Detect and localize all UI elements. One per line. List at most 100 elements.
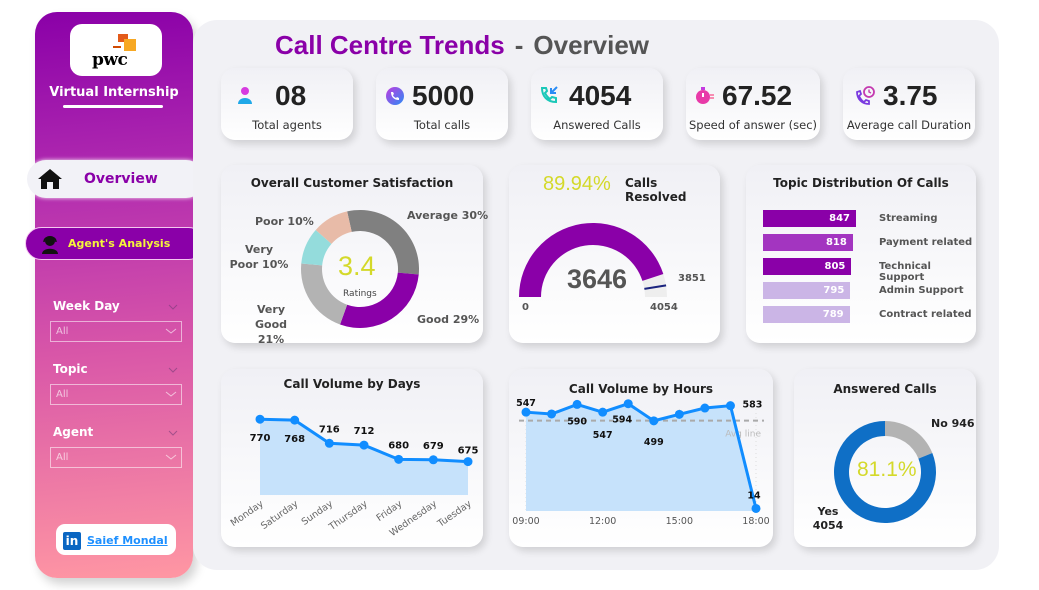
slice-label-very-good: Very Good 21% <box>254 303 288 346</box>
agent-dropdown-value: All <box>56 452 69 463</box>
topic-bar-label: Streaming <box>879 213 938 224</box>
nav-overview-button[interactable]: Overview <box>27 160 205 198</box>
hours-point[interactable] <box>649 416 659 426</box>
kpi-average-call-duration: 3.75 Average call Duration <box>843 68 975 140</box>
days-point[interactable] <box>290 415 300 425</box>
logo-mark <box>118 34 128 42</box>
topic-bar[interactable]: 847 <box>763 210 856 227</box>
kpi-label: Speed of answer (sec) <box>689 118 817 132</box>
agent-dropdown[interactable]: All <box>50 447 182 468</box>
topic-bar-label: Contract related <box>879 309 972 320</box>
phone-call-icon <box>386 87 404 105</box>
slice-label-good: Good 29% <box>417 313 480 326</box>
sidebar: pwc Virtual Internship <box>35 12 193 578</box>
satisfaction-donut <box>301 210 419 328</box>
hours-data-label: 583 <box>743 400 763 411</box>
nav-agents-analysis-button[interactable]: Agent's Analysis <box>25 227 205 260</box>
days-point[interactable] <box>428 455 438 465</box>
linkedin-link[interactable]: in Saief Mondal <box>56 524 176 555</box>
gauge-fill[interactable] <box>519 223 664 297</box>
kpi-label: Total agents <box>252 118 322 132</box>
slice-label-very-poor: Very Poor 10% <box>229 243 289 271</box>
topic-bar[interactable]: 789 <box>763 306 850 323</box>
days-x-tick: Thursday <box>326 498 370 533</box>
program-title: Virtual Internship <box>49 85 179 100</box>
hours-x-tick: 09:00 <box>512 516 539 527</box>
hours-data-label: 547 <box>516 398 536 409</box>
days-point[interactable] <box>359 440 369 450</box>
topic-bar-value: 795 <box>823 285 845 296</box>
kpi-value: 5000 <box>412 80 475 111</box>
topic-bar[interactable]: 795 <box>763 282 851 299</box>
hours-area-chart: Avg line 547 590 547 594 499 583 14 09:00 12:00 15… <box>512 398 769 527</box>
weekday-dropdown[interactable]: All <box>50 321 182 342</box>
filter-topic-label: Topic <box>53 362 88 376</box>
topic-bar-label: Admin Support <box>879 285 964 296</box>
topic-bar[interactable]: 805 <box>763 258 852 275</box>
hours-x-tick: 18:00 <box>742 516 769 527</box>
author-name[interactable]: Saief Mondal <box>87 534 168 547</box>
incoming-call-icon <box>540 86 558 104</box>
answered-no-label: No 946 <box>931 417 975 430</box>
days-data-label: 679 <box>423 441 444 452</box>
nav-overview-label: Overview <box>84 171 158 187</box>
slice-poor[interactable] <box>315 211 352 244</box>
hours-point[interactable] <box>751 503 761 513</box>
stopwatch-icon <box>696 87 714 104</box>
hours-point[interactable] <box>521 407 531 417</box>
days-data-label: 680 <box>388 440 409 451</box>
hours-point[interactable] <box>623 399 633 409</box>
chevron-down-icon[interactable] <box>168 428 178 438</box>
hours-point[interactable] <box>700 403 710 413</box>
topic-bar[interactable]: 818 <box>763 234 853 251</box>
resolved-percent: 89.94% <box>543 173 611 195</box>
hours-x-tick: 12:00 <box>589 516 616 527</box>
slice-no[interactable] <box>885 421 933 459</box>
resolved-gauge <box>519 223 667 297</box>
resolved-title: Calls Resolved <box>625 176 687 204</box>
hours-data-label: 590 <box>567 416 587 427</box>
nav-agents-analysis-label: Agent's Analysis <box>68 237 171 250</box>
kpi-value: 08 <box>275 80 307 111</box>
gauge-value: 3646 <box>567 264 628 294</box>
slice-very-poor[interactable] <box>301 229 332 266</box>
days-x-tick: Tuesday <box>435 498 474 530</box>
days-point[interactable] <box>394 454 404 464</box>
chevron-down-icon[interactable] <box>168 365 178 375</box>
days-point[interactable] <box>463 457 473 467</box>
logo-text: pwc <box>92 50 128 70</box>
hours-point[interactable] <box>725 401 735 411</box>
kpi-value: 3.75 <box>883 80 938 111</box>
logo-mark <box>124 39 136 51</box>
days-point[interactable] <box>324 438 334 448</box>
answered-percent: 81.1% <box>857 458 917 481</box>
topic-dropdown-value: All <box>56 389 69 400</box>
chevron-down-icon[interactable] <box>168 302 178 312</box>
chevron-down-icon <box>165 328 177 334</box>
filter-agent-label: Agent <box>53 425 94 439</box>
days-point[interactable] <box>255 414 265 424</box>
topic-dropdown[interactable]: All <box>50 384 182 405</box>
volume-by-hours-card: Call Volume by Hours Avg line 547 590 547 59… <box>509 369 773 547</box>
slice-good[interactable] <box>340 272 419 328</box>
days-data-label: 712 <box>354 426 375 437</box>
calls-resolved-card: 89.94% Calls Resolved 3646 0 4054 3851 <box>509 165 720 343</box>
topic-distribution-card: Topic Distribution Of Calls 847 Streaming… <box>746 165 976 343</box>
slice-average[interactable] <box>347 210 419 275</box>
hours-point[interactable] <box>547 409 557 419</box>
gauge-min-label: 0 <box>522 302 529 313</box>
home-icon <box>38 169 62 189</box>
hours-title: Call Volume by Hours <box>568 382 714 396</box>
hours-point[interactable] <box>598 407 608 417</box>
slice-yes[interactable] <box>834 421 936 523</box>
days-area-chart: 770Monday768Saturday716Sunday712Thursday… <box>229 414 478 539</box>
hours-point[interactable] <box>572 399 582 409</box>
slice-very-good[interactable] <box>301 263 348 325</box>
hours-data-label: 499 <box>644 437 664 448</box>
kpi-label: Average call Duration <box>846 118 972 132</box>
days-title: Call Volume by Days <box>283 377 421 391</box>
call-duration-icon <box>856 86 875 105</box>
hours-point[interactable] <box>674 409 684 419</box>
hours-x-tick: 15:00 <box>666 516 693 527</box>
kpi-label: Answered Calls <box>553 118 641 132</box>
